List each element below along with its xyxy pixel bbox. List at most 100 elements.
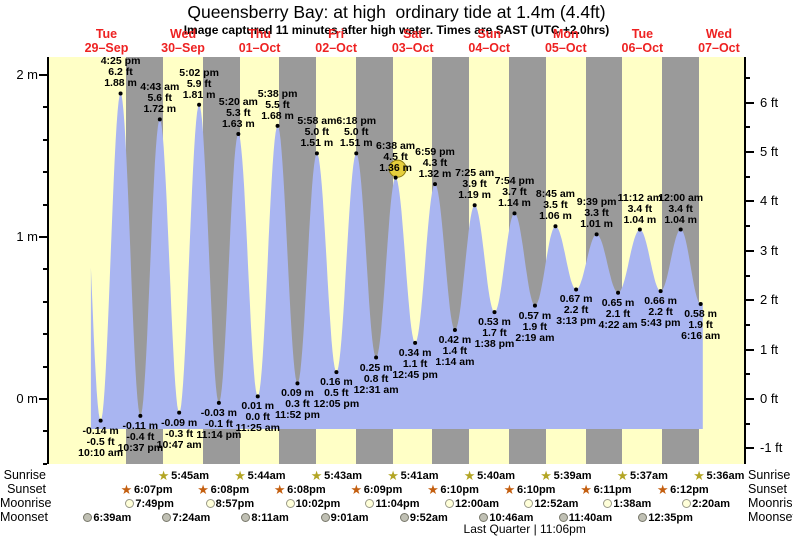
high-tide-label: 5:58 am 5.0 ft 1.51 m — [297, 115, 337, 150]
low-tide-dot — [698, 302, 703, 307]
sunset-star-event: ★ 6:11pm — [580, 482, 632, 497]
moonrise-circle-event: 12:52am — [524, 497, 578, 510]
almanac-time: 8:57pm — [215, 497, 255, 510]
almanac-time: 12:00am — [455, 497, 500, 510]
low-tide-dot — [574, 287, 579, 292]
right-axis-tick — [746, 225, 750, 227]
moonset-circle-event: 9:52am — [399, 511, 448, 524]
high-tide-label: 6:18 pm 5.0 ft 1.51 m — [336, 115, 377, 150]
high-tide-label: 5:02 pm 5.9 ft 1.81 m — [179, 66, 219, 101]
almanac-time: 6:39am — [93, 511, 132, 524]
moonrise-icon — [365, 499, 375, 508]
high-tide-dot — [553, 224, 558, 229]
moonrise-icon — [524, 499, 534, 508]
left-axis-tick — [43, 430, 47, 432]
high-tide-label: 5:38 pm 5.5 ft 1.68 m — [257, 87, 298, 122]
day-header: Tue 29–Sep — [84, 27, 129, 55]
almanac-time: 5:45am — [171, 469, 210, 482]
almanac-time: 9:52am — [409, 511, 448, 524]
moonset-circle-event: 7:24am — [162, 511, 210, 524]
moonset-circle-event: 12:35pm — [638, 511, 693, 524]
moon-phase-label: Last Quarter | 11:06pm — [463, 522, 586, 536]
almanac-time: 5:40am — [477, 469, 515, 482]
moonset-icon — [638, 513, 648, 522]
left-axis-tick — [43, 171, 47, 173]
high-tide-dot — [637, 227, 642, 232]
moonrise-circle-event: 12:00am — [445, 497, 499, 510]
low-tide-label: 0.01 m 0.0 ft 11:25 am — [235, 400, 280, 435]
sunset-star-icon: ★ — [580, 482, 592, 497]
almanac-time: 1:38am — [613, 497, 652, 510]
high-tide-label: 11:12 am 3.4 ft 1.04 m — [617, 191, 663, 226]
right-axis-label: 2 ft — [760, 292, 779, 308]
moonrise-circle-event: 10:02pm — [285, 497, 340, 510]
low-tide-label: -0.11 m -0.4 ft 10:37 pm — [117, 419, 164, 454]
low-tide-dot — [98, 418, 103, 423]
right-axis-tick — [746, 423, 750, 425]
high-tide-label: 8:45 am 3.5 ft 1.06 m — [535, 188, 576, 223]
left-axis-tick — [39, 398, 47, 400]
low-tide-label: 0.65 m 2.1 ft 4:22 am — [598, 296, 638, 331]
left-axis-label: 2 m — [16, 67, 38, 82]
sunrise-star-event: ★ 5:40am — [463, 469, 515, 482]
sunrise-star-icon: ★ — [540, 468, 552, 483]
almanac-time: 6:08pm — [210, 483, 250, 496]
left-axis-tick — [43, 301, 47, 303]
sunrise-star-icon: ★ — [387, 468, 399, 483]
right-axis-line — [744, 57, 746, 464]
moonset-circle-event: 6:39am — [83, 511, 131, 524]
high-tide-dot — [432, 182, 437, 187]
low-tide-label: 0.25 m 0.8 ft 12:31 am — [353, 361, 399, 396]
left-axis-tick — [43, 139, 47, 141]
almanac-time: 6:08pm — [287, 483, 326, 496]
low-tide-dot — [138, 413, 143, 418]
left-axis-tick — [43, 366, 47, 368]
low-tide-dot — [374, 355, 379, 360]
low-tide-label: 0.67 m 2.2 ft 3:13 pm — [556, 293, 596, 328]
right-axis-tick — [746, 126, 750, 128]
moonrise-circle-event: 2:20am — [682, 497, 730, 510]
high-tide-dot — [118, 91, 123, 96]
right-axis-label: 5 ft — [760, 144, 779, 160]
low-tide-label: 0.42 m 1.4 ft 1:14 am — [435, 333, 475, 368]
moonset-icon — [83, 513, 93, 522]
right-axis-tick — [746, 200, 754, 202]
moonrise-row-label-left: Moonrise — [0, 496, 52, 510]
right-axis-label: -1 ft — [760, 440, 783, 456]
moonset-icon — [241, 513, 251, 522]
day-header: Tue 06–Oct — [621, 27, 664, 55]
sunrise-star-icon: ★ — [616, 468, 629, 483]
moonset-icon — [399, 513, 409, 522]
almanac-time: 5:39am — [553, 469, 592, 482]
moonrise-icon — [445, 499, 454, 508]
high-tide-label: 7:25 am 3.9 ft 1.19 m — [455, 167, 495, 202]
moonset-icon — [162, 513, 172, 522]
almanac-time: 5:43am — [324, 469, 363, 482]
almanac-time: 6:11pm — [593, 483, 632, 496]
right-axis-tick — [746, 102, 754, 104]
chart-title: Queensberry Bay: at high ordinary tide a… — [187, 2, 606, 22]
sunset-star-event: ★ 6:10pm — [503, 483, 556, 496]
moonrise-icon — [285, 499, 295, 508]
low-tide-label: 0.53 m 1.7 ft 1:38 pm — [474, 316, 515, 351]
right-axis-tick — [746, 447, 754, 449]
moonset-row-label-right: Moonset — [748, 510, 793, 524]
day-header: Wed 30–Sep — [161, 27, 205, 55]
high-tide-label: 6:59 pm 4.3 ft 1.32 m — [415, 146, 455, 181]
day-header: Mon 05–Oct — [544, 27, 587, 55]
right-axis-tick — [746, 151, 754, 153]
sunset-star-icon: ★ — [197, 482, 209, 497]
day-header: Sun 04–Oct — [468, 27, 511, 55]
almanac-time: 6:10pm — [440, 483, 479, 496]
high-tide-dot — [594, 232, 599, 237]
sunset-star-event: ★ 6:10pm — [426, 483, 479, 496]
low-tide-dot — [532, 303, 537, 308]
sunrise-row-label-right: Sunrise — [748, 468, 791, 482]
high-tide-dot — [236, 131, 241, 136]
right-axis-tick — [746, 77, 750, 79]
sunrise-star-event: ★ 5:45am — [157, 469, 209, 482]
low-tide-label: 0.58 m 1.9 ft 6:16 am — [681, 308, 721, 343]
sunset-row-label-right: Sunset — [748, 482, 787, 496]
left-axis-tick — [43, 268, 47, 270]
sunset-star-icon: ★ — [120, 482, 133, 497]
